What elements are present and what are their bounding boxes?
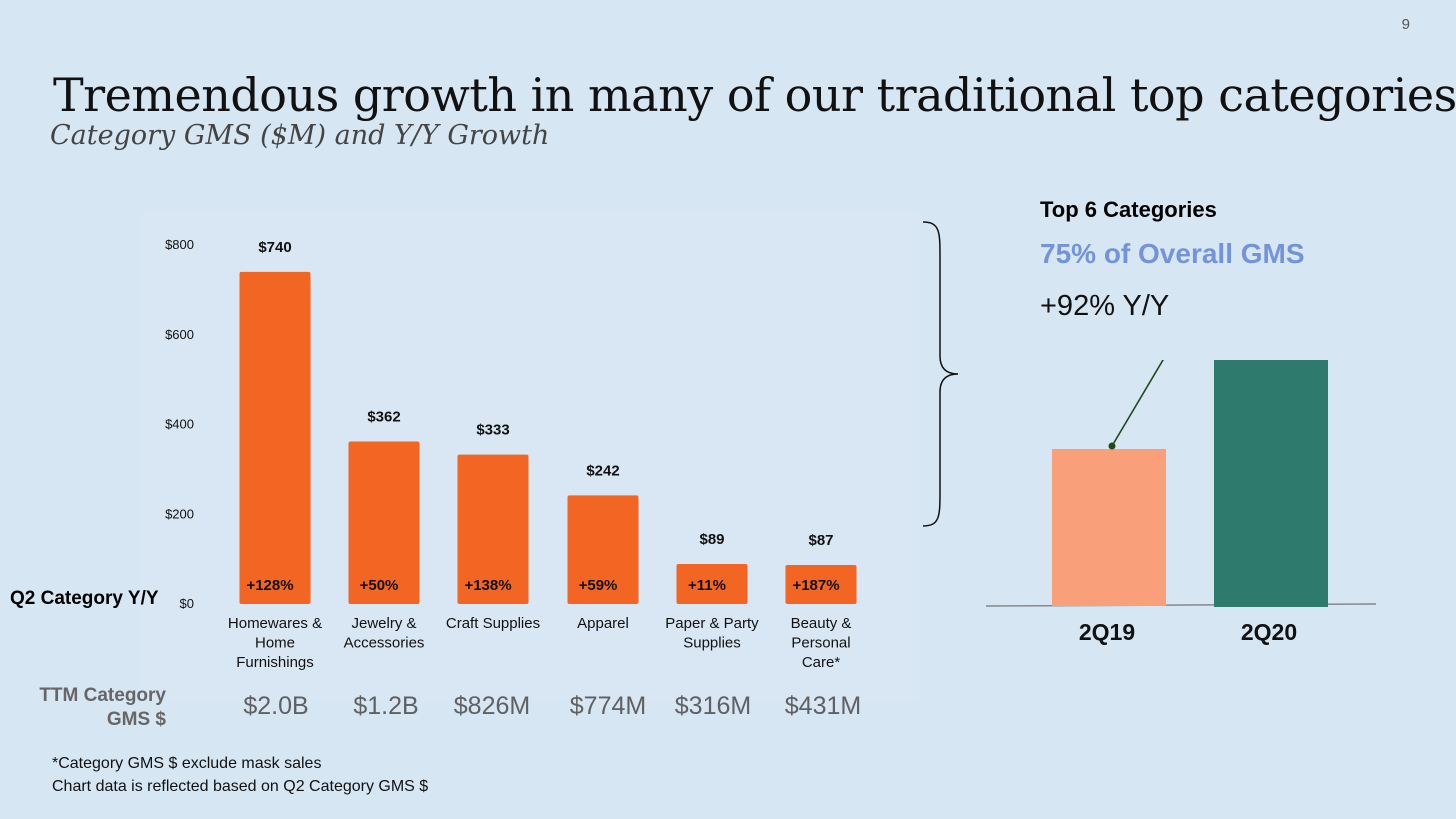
bar: [785, 564, 857, 604]
slide-subtitle: Category GMS ($M) and Y/Y Growth: [50, 120, 550, 151]
growth-label: +59%: [579, 577, 618, 594]
compare-category-label: 2Q20: [1241, 619, 1297, 645]
y-tick-label: $400: [165, 417, 194, 432]
bar-value-label: $740: [258, 239, 291, 256]
bar-value-label: $333: [476, 422, 509, 439]
bar: [457, 454, 529, 604]
ttm-value-homewares: $2.0B: [243, 692, 309, 720]
y-tick-label: $800: [165, 237, 194, 252]
compare-bar: [1214, 360, 1328, 607]
brace-bracket: [922, 221, 959, 527]
ttm-value-jewelry: $1.2B: [353, 692, 419, 720]
top6-title: Top 6 Categories: [1040, 197, 1217, 222]
category-label: Jewelry & Accessories: [344, 615, 425, 652]
ttm-value-beauty: $431M: [784, 692, 862, 720]
growth-label: +138%: [464, 577, 511, 594]
category-label: Beauty & Personal Care*: [791, 615, 852, 671]
ttm-value-paper-party: $316M: [674, 692, 752, 720]
footnote-mask-sales: *Category GMS $ exclude mask sales: [52, 755, 322, 772]
growth-label: +128%: [246, 577, 293, 594]
compare-category-label: 2Q19: [1079, 619, 1135, 645]
growth-label: +187%: [792, 577, 839, 594]
page-number: 9: [1401, 16, 1410, 33]
compare-bar: [1052, 449, 1166, 606]
growth-label: +11%: [688, 577, 726, 594]
ttm-category-gms-label: TTM Category GMS $: [39, 685, 166, 730]
y-tick-label: $0: [180, 596, 194, 611]
category-label: Paper & Party Supplies: [665, 615, 759, 652]
ttm-value-craft: $826M: [453, 692, 531, 720]
category-label: Craft Supplies: [446, 615, 540, 632]
bar: [239, 271, 311, 604]
top6-share: 75% of Overall GMS: [1040, 238, 1305, 269]
bar-value-label: $362: [367, 409, 400, 426]
footnote-chart-basis: Chart data is reflected based on Q2 Cate…: [52, 778, 429, 795]
category-label: Apparel: [577, 615, 629, 632]
category-label: Homewares & Home Furnishings: [228, 615, 322, 671]
growth-arrow-line: [1111, 360, 1164, 447]
ttm-value-apparel: $774M: [569, 692, 647, 720]
top6-growth: +92% Y/Y: [1040, 290, 1170, 322]
bar: [348, 441, 420, 604]
y-tick-label: $600: [165, 327, 194, 342]
bar-value-label: $242: [586, 462, 619, 479]
bar: [567, 495, 639, 604]
bar: [676, 564, 748, 604]
y-tick-label: $200: [165, 506, 194, 521]
bar-value-label: $87: [808, 532, 833, 549]
category-gms-bar-chart: $0 $200 $400 $600 $800 $740 +128% Homewares & Ho…: [165, 237, 857, 671]
slide-title: Tremendous growth in many of our traditi…: [53, 68, 1456, 122]
growth-label: +50%: [360, 577, 399, 594]
bar-value-label: $89: [699, 531, 724, 548]
q2-category-yy-label: Q2 Category Y/Y: [10, 588, 159, 609]
